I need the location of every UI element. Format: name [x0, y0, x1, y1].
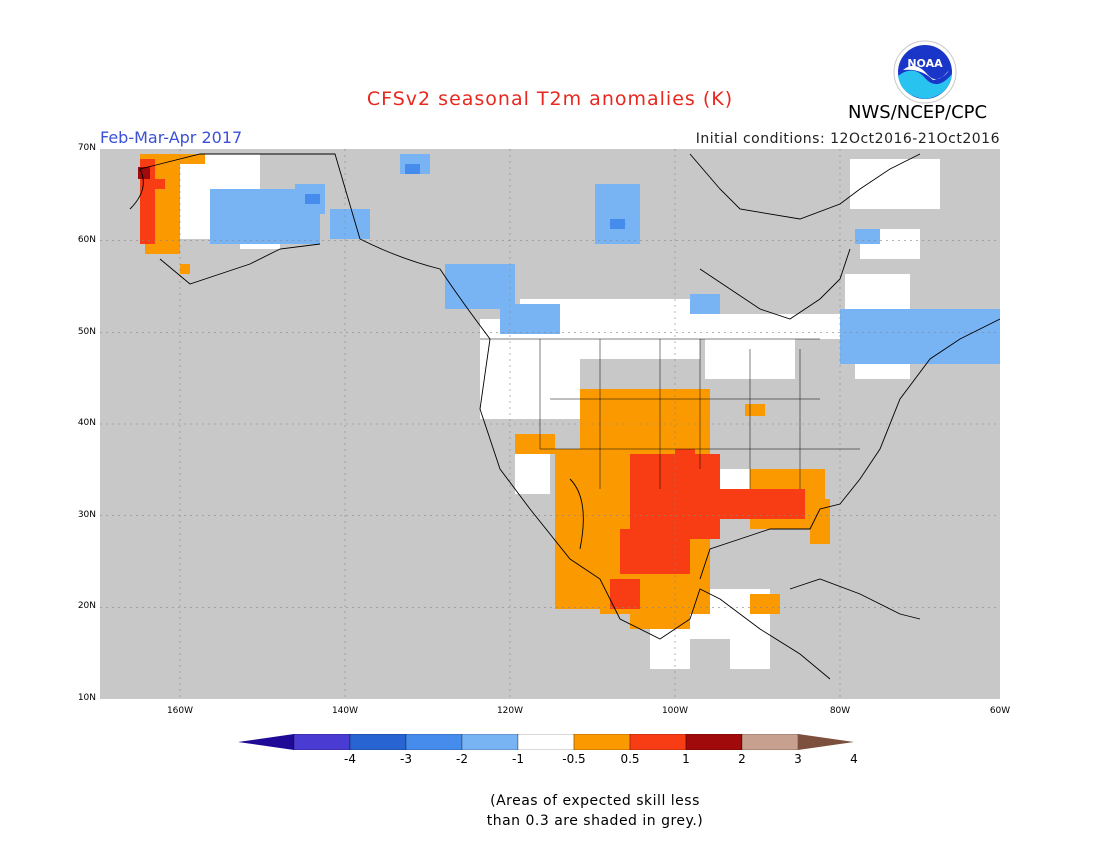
- anomaly-map: [100, 149, 1000, 699]
- colorbar-segment: [349, 734, 407, 750]
- agency-label: NWS/NCEP/CPC: [848, 102, 988, 123]
- lon-label-120w: 120W: [496, 706, 524, 716]
- colorbar-label: 3: [794, 752, 802, 766]
- lon-label-140w: 140W: [331, 706, 359, 716]
- lon-label-160w: 160W: [166, 706, 194, 716]
- strong-warm-regions: [140, 159, 805, 609]
- colorbar-segment: [405, 734, 463, 750]
- colorbar-segment: [741, 734, 799, 750]
- colorbar-segment: [573, 734, 631, 750]
- lat-label-40n: 40N: [77, 418, 96, 428]
- colorbar-label: -0.5: [562, 752, 586, 766]
- stronger-negative-regions: [305, 164, 625, 229]
- skill-note: (Areas of expected skill less than 0.3 a…: [450, 791, 740, 831]
- extreme-warm-regions: [138, 167, 150, 179]
- chart-title: CFSv2 seasonal T2m anomalies (K): [366, 88, 734, 110]
- colorbar-segment: [293, 734, 351, 750]
- colorbar-arrow-high: [798, 734, 854, 750]
- lon-label-80w: 80W: [829, 706, 851, 716]
- colorbar-segment: [685, 734, 743, 750]
- initial-conditions: Initial conditions: 12Oct2016-21Oct2016: [695, 131, 1000, 147]
- colorbar-segment: [517, 734, 575, 750]
- colorbar-label: 4: [850, 752, 858, 766]
- noaa-logo-text: NOAA: [907, 57, 943, 70]
- skill-note-line-2: than 0.3 are shaded in grey.): [486, 813, 704, 829]
- skill-note-line-1: (Areas of expected skill less: [490, 793, 700, 809]
- colorbar-label: -3: [400, 752, 412, 766]
- noaa-logo: NOAA: [893, 40, 957, 104]
- lat-label-30n: 30N: [77, 510, 96, 520]
- colorbar-label: 0.5: [620, 752, 640, 766]
- colorbar-segment: [461, 734, 519, 750]
- forecast-period: Feb-Mar-Apr 2017: [100, 128, 243, 147]
- colorbar-label: -1: [512, 752, 524, 766]
- colorbar-arrow-low: [238, 734, 294, 750]
- lat-label-50n: 50N: [77, 327, 96, 337]
- colorbar-label: -2: [456, 752, 468, 766]
- lon-label-60w: 60W: [989, 706, 1011, 716]
- coastlines: [129, 153, 1000, 680]
- colorbar-label: -4: [344, 752, 356, 766]
- state-borders: [480, 338, 860, 489]
- lat-label-20n: 20N: [77, 601, 96, 611]
- colorbar: [238, 734, 854, 750]
- lat-label-10n: 10N: [77, 693, 96, 703]
- colorbar-label: 1: [682, 752, 690, 766]
- colorbar-segment: [629, 734, 687, 750]
- colorbar-label: 2: [738, 752, 746, 766]
- lat-label-60n: 60N: [77, 235, 96, 245]
- lon-label-100w: 100W: [661, 706, 689, 716]
- graticule: [100, 149, 1000, 699]
- lat-label-70n: 70N: [77, 143, 96, 153]
